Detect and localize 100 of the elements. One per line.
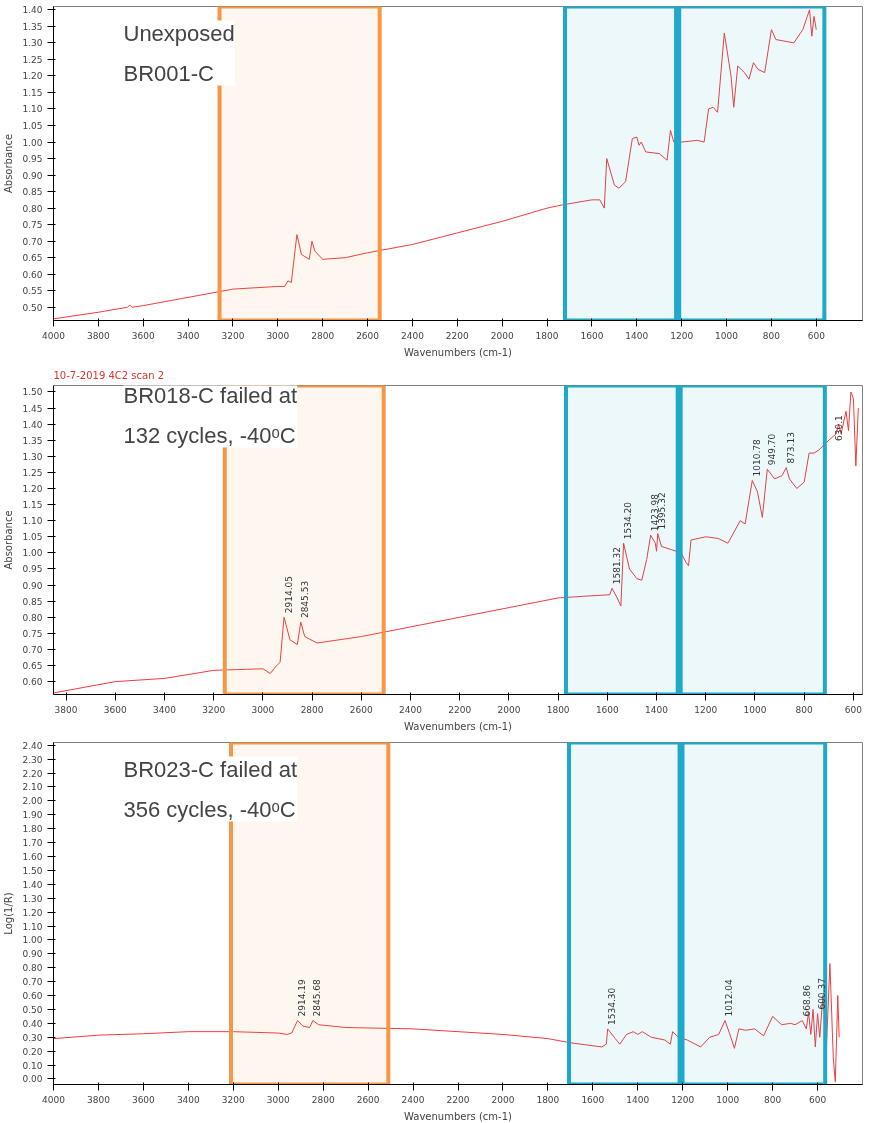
y-tick-label: 0.65 [22,661,43,672]
y-tick-label: 0.20 [22,1046,43,1057]
x-axis-title: Wavenumbers (cm-1) [404,1110,513,1122]
line-series [53,9,817,320]
x-tick-label: 2200 [448,704,472,715]
line-series [53,963,840,1083]
x-tick-label: 1400 [645,704,669,715]
x-axis-title: Wavenumbers (cm-1) [404,720,513,732]
x-tick-label: 600 [808,1094,827,1105]
annotation: 1581.32 [611,547,622,585]
annotation: 1012.04 [724,979,735,1017]
y-tick-label: 1.40 [22,879,43,890]
x-tick-label: 1000 [716,1094,740,1105]
x-tick-label: 2000 [491,1094,515,1105]
x-tick-label: 1600 [595,704,620,715]
y-tick-label: 1.20 [22,907,43,918]
y-tick-label: 0.10 [22,1060,43,1071]
y-tick-label: 0.90 [22,949,43,960]
x-tick-label: 3400 [176,330,200,341]
x-tick-label: 1800 [546,704,570,715]
text: Unexposed BR001-C [123,20,235,86]
x-tick-label: 1600 [580,330,604,341]
y-tick-label: 1.00 [22,137,43,148]
annotation: 2845.68 [312,979,323,1017]
x-tick-label: 1000 [743,704,767,715]
y-tick-label: 1.90 [22,810,43,821]
x-tick-label: 2000 [497,704,521,715]
y-tick-label: 0.85 [22,596,43,607]
y-tick-label: 1.15 [22,87,43,98]
y-tick-label: 0.70 [22,644,43,655]
y-tick-label: 0.80 [22,612,43,623]
y-axis-title: Absorbance [3,510,15,570]
y-tick-label: 0.00 [22,1074,43,1085]
y-tick-label: 1.15 [22,500,43,511]
annotation: 2914.19 [297,979,308,1017]
y-tick-label: 0.95 [22,154,43,165]
y-tick-label: 1.80 [22,824,43,835]
x-tick-label: 2200 [445,330,470,341]
x-tick-label: 2200 [446,1094,470,1105]
y-tick-label: 1.05 [22,532,43,543]
x-tick-label: 800 [764,1094,782,1105]
y-tick-label: 1.05 [22,120,43,131]
y-tick-label: 1.40 [22,5,43,16]
y-tick-label: 1.30 [22,38,43,49]
x-tick-label: 2600 [356,1094,380,1105]
x-tick-label: 3200 [221,1094,245,1105]
x-tick-label: 1800 [536,1094,560,1105]
y-tick-label: 0.60 [22,677,43,688]
y-tick-label: 1.25 [22,54,43,65]
y-tick-label: 0.70 [22,236,43,247]
text: BR023-C failed at 356 cycles, -40ᵒC [123,756,298,822]
x-tick-label: 1200 [671,1094,695,1105]
x-tick-label: 3800 [86,330,111,341]
x-tick-label: 3000 [251,704,275,715]
y-tick-label: 0.90 [22,170,43,181]
x-tick-label: 800 [795,704,814,715]
x-tick-label: 3600 [131,1094,156,1105]
y-tick-label: 0.60 [22,269,43,280]
x-tick-label: 600 [844,704,863,715]
y-tick-label: 1.50 [22,387,43,398]
y-tick-label: 0.75 [22,628,43,639]
annotation: 1534.20 [623,501,634,540]
y-tick-label: 0.30 [22,1032,43,1043]
annotation: 668.86 [801,984,812,1017]
annotation: 949.70 [766,433,777,466]
y-tick-label: 1.30 [22,893,43,904]
y-tick-label: 2.00 [22,796,43,807]
annotation: 1534.30 [607,987,618,1025]
y-tick-label: 1.00 [22,548,43,559]
y-axis-title: Log(1/R) [3,892,15,935]
y-tick-label: 0.65 [22,253,43,264]
y-tick-label: 0.80 [22,963,43,974]
x-tick-label: 1600 [581,1094,605,1105]
y-tick-label: 1.10 [22,104,43,115]
x-tick-label: 4000 [42,1094,66,1105]
y-tick-label: 0.75 [22,220,43,231]
x-tick-label: 1400 [626,1094,650,1105]
y-tick-label: 1.25 [22,467,43,478]
x-tick-label: 2600 [349,704,374,715]
y-tick-label: 0.60 [22,991,43,1002]
x-tick-label: 3000 [266,330,290,341]
x-tick-label: 1200 [670,330,694,341]
y-tick-label: 1.45 [22,403,43,414]
y-tick-label: 0.85 [22,187,43,198]
x-tick-label: 2400 [401,1094,425,1105]
x-tick-label: 800 [762,330,781,341]
x-tick-label: 4000 [42,330,66,341]
y-tick-label: 0.80 [22,203,43,214]
y-tick-label: 1.30 [22,451,43,462]
y-tick-label: 0.95 [22,564,43,575]
annotation: 630.1 [833,415,844,442]
x-tick-label: 2000 [490,330,514,341]
annotation: 873.13 [785,432,796,464]
y-tick-label: 1.10 [22,921,43,932]
y-tick-label: 0.55 [22,286,43,297]
annotation: 2914.05 [283,576,294,614]
y-tick-label: 1.60 [22,852,43,862]
x-tick-label: 3600 [103,704,127,715]
annotation: 600.37 [817,978,828,1010]
y-tick-label: 2.40 [22,740,43,751]
